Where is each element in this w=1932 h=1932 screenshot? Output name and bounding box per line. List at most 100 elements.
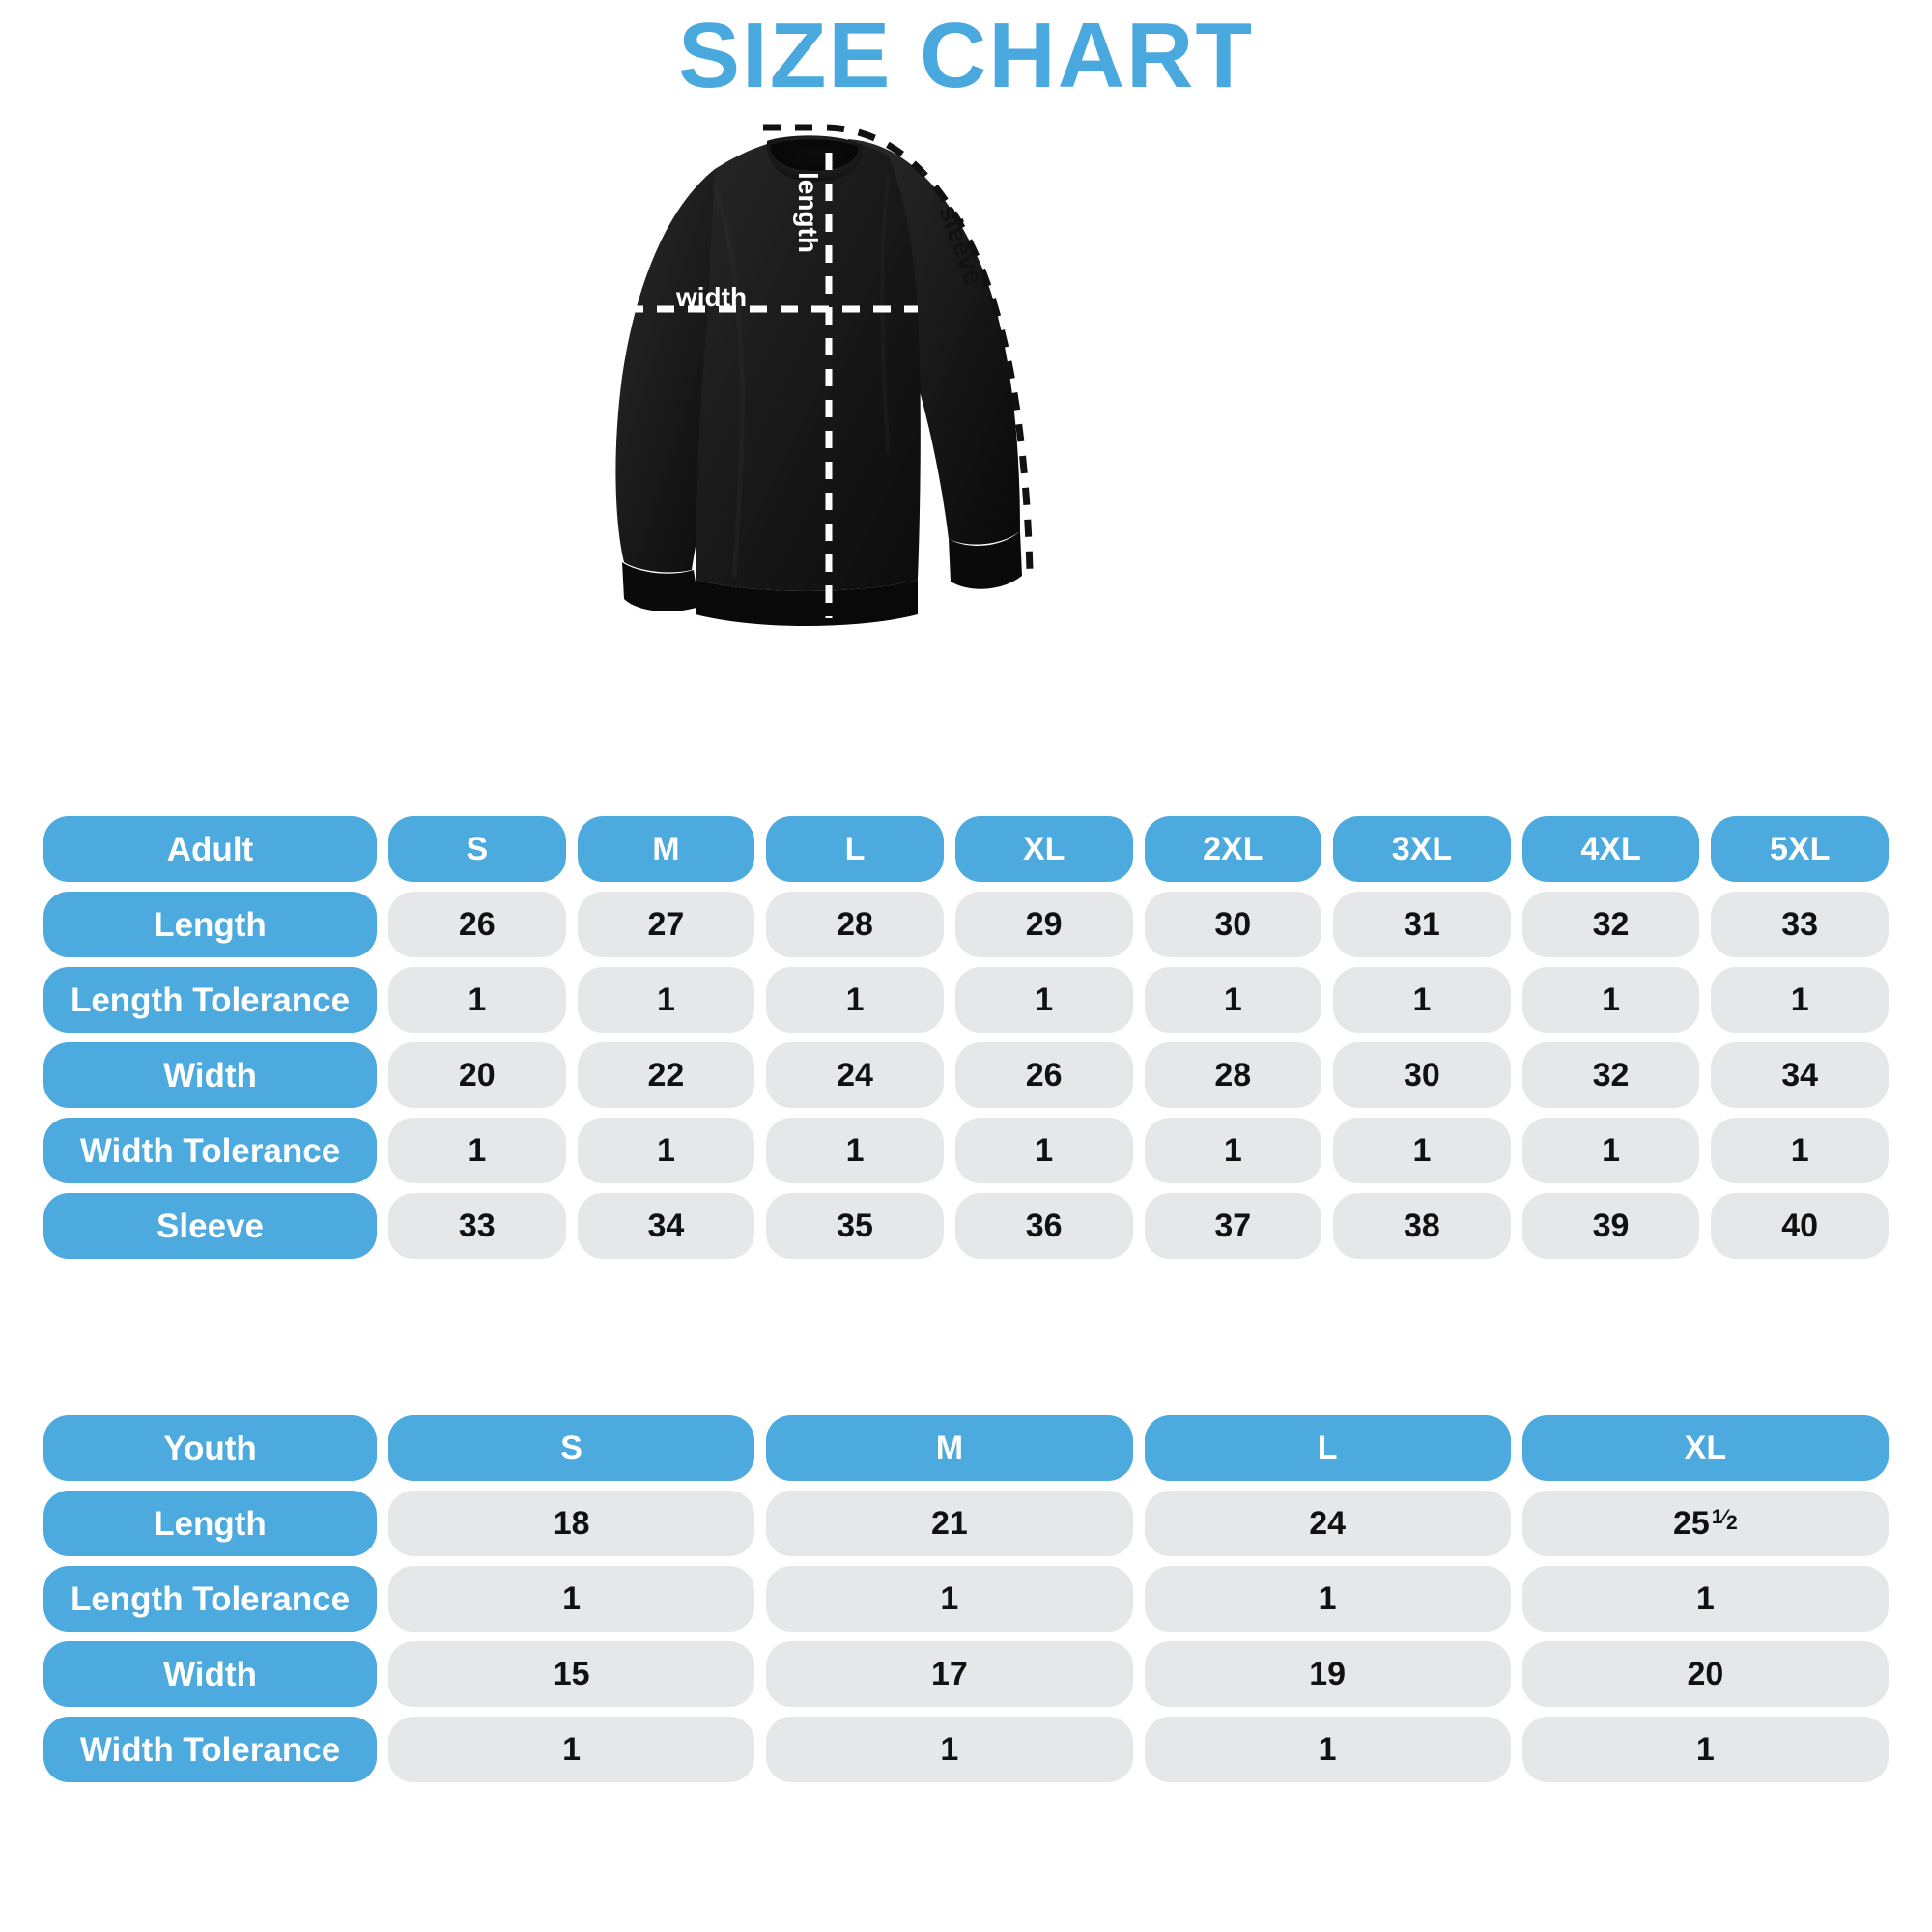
adult-column-header: S [388,816,566,882]
data-cell: 1 [577,967,755,1033]
data-cell: 21 [766,1491,1133,1556]
data-cell: 35 [766,1193,944,1259]
data-cell: 1 [388,1717,755,1782]
youth-size-table: Youth S M L XL Length 18 21 24 25 1⁄2 Len… [43,1415,1889,1782]
data-cell: 1 [1144,1717,1511,1782]
data-cell: 1 [954,1118,1133,1183]
data-cell: 33 [388,1193,566,1259]
data-cell: 1 [388,1118,566,1183]
data-cell: 1 [766,1566,1133,1632]
data-cell: 18 [388,1491,755,1556]
data-cell: 20 [1521,1641,1889,1707]
collar-inner [770,139,859,171]
youth-table-title: Youth [43,1415,377,1481]
table-row: Width Tolerance 1 1 1 1 [43,1717,1889,1782]
sleeve-dashed-line [763,124,1034,571]
row-values: 20 22 24 26 28 30 32 34 [388,1042,1889,1108]
data-cell: 40 [1711,1193,1889,1259]
garment-body [696,137,921,591]
data-cell: 34 [1711,1042,1889,1108]
data-cell: 26 [388,892,566,957]
row-values: 1 1 1 1 [388,1717,1889,1782]
page-title: SIZE CHART [678,4,1254,107]
data-cell: 37 [1144,1193,1322,1259]
table-row: Width Tolerance 1 1 1 1 1 1 1 1 [43,1118,1889,1183]
table-row: Length 18 21 24 25 1⁄2 [43,1491,1889,1556]
data-cell: 1 [1711,967,1889,1033]
data-cell: 38 [1333,1193,1511,1259]
data-cell: 1 [1144,967,1322,1033]
row-label: Length Tolerance [43,967,377,1033]
row-values: 1 1 1 1 [388,1566,1889,1632]
data-cell: 24 [1144,1491,1511,1556]
row-label: Length [43,892,377,957]
data-cell: 1 [388,967,566,1033]
youth-column-header: M [766,1415,1133,1481]
data-cell: 28 [1144,1042,1322,1108]
data-cell: 22 [577,1042,755,1108]
adult-column-header: 2XL [1144,816,1322,882]
data-cell: 36 [954,1193,1133,1259]
data-cell: 1 [766,1717,1133,1782]
row-values: 18 21 24 25 1⁄2 [388,1491,1889,1556]
data-cell: 1 [577,1118,755,1183]
data-cell: 1 [766,1118,944,1183]
data-cell: 17 [766,1641,1133,1707]
data-cell: 32 [1521,892,1700,957]
data-cell: 20 [388,1042,566,1108]
row-label: Length Tolerance [43,1566,377,1632]
adult-table-title: Adult [43,816,377,882]
data-cell: 1 [1144,1118,1322,1183]
youth-header-cells: S M L XL [388,1415,1889,1481]
data-cell: 1 [1333,967,1511,1033]
row-label: Width Tolerance [43,1717,377,1782]
row-label: Sleeve [43,1193,377,1259]
data-cell: 1 [1521,1566,1889,1632]
adult-column-header: 4XL [1521,816,1700,882]
data-cell: 1 [954,967,1133,1033]
row-label: Width [43,1641,377,1707]
data-cell-fraction: 25 1⁄2 [1521,1491,1889,1556]
youth-column-header: XL [1521,1415,1889,1481]
table-row: Length 26 27 28 29 30 31 32 33 [43,892,1889,957]
data-cell: 1 [1521,1717,1889,1782]
data-cell: 31 [1333,892,1511,957]
data-cell: 33 [1711,892,1889,957]
youth-column-header: L [1144,1415,1511,1481]
data-cell: 1 [766,967,944,1033]
row-values: 33 34 35 36 37 38 39 40 [388,1193,1889,1259]
sweatshirt-svg [615,124,1034,626]
data-cell: 1 [1144,1566,1511,1632]
data-cell: 1 [1521,967,1700,1033]
table-row: Length Tolerance 1 1 1 1 1 1 1 1 [43,967,1889,1033]
row-label: Width [43,1042,377,1108]
adult-column-header: XL [954,816,1133,882]
row-values: 26 27 28 29 30 31 32 33 [388,892,1889,957]
adult-column-header: M [577,816,755,882]
data-cell: 19 [1144,1641,1511,1707]
data-cell: 15 [388,1641,755,1707]
adult-size-table: Adult S M L XL 2XL 3XL 4XL 5XL Length 26… [43,816,1889,1259]
data-cell: 1 [1333,1118,1511,1183]
data-cell: 30 [1333,1042,1511,1108]
data-cell: 32 [1521,1042,1700,1108]
data-cell: 1 [1711,1118,1889,1183]
right-cuff [949,531,1022,589]
data-cell: 27 [577,892,755,957]
fabric-fold-left [710,182,745,579]
adult-header-row: Adult S M L XL 2XL 3XL 4XL 5XL [43,816,1889,882]
row-values: 1 1 1 1 1 1 1 1 [388,967,1889,1033]
row-label: Width Tolerance [43,1118,377,1183]
data-cell: 29 [954,892,1133,957]
table-row: Width 15 17 19 20 [43,1641,1889,1707]
data-cell: 30 [1144,892,1322,957]
youth-column-header: S [388,1415,755,1481]
left-cuff [622,562,699,612]
data-cell: 28 [766,892,944,957]
row-values: 15 17 19 20 [388,1641,1889,1707]
youth-header-row: Youth S M L XL [43,1415,1889,1481]
table-row: Length Tolerance 1 1 1 1 [43,1566,1889,1632]
fabric-fold-right [880,173,891,455]
hem-band [696,580,918,626]
